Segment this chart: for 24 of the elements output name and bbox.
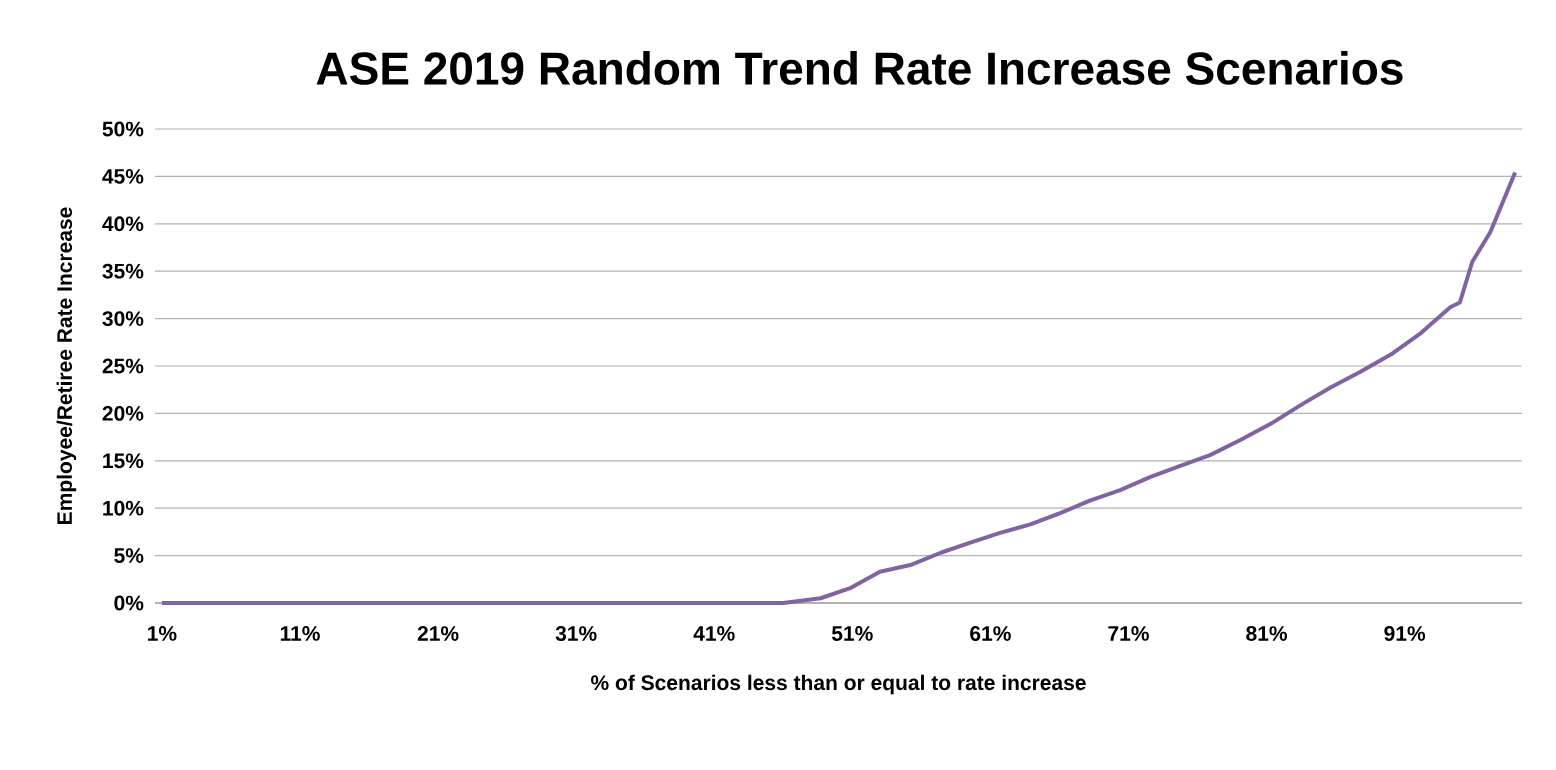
y-tick-label: 0% xyxy=(114,595,144,611)
y-tick-label: 45% xyxy=(102,169,144,184)
chart-title: ASE 2019 Random Trend Rate Increase Scenarios xyxy=(316,51,1403,85)
y-tick-label: 15% xyxy=(103,453,144,469)
x-tick-label: 11% xyxy=(280,626,320,641)
y-tick-label: 5% xyxy=(114,548,144,564)
y-tick-label: 35% xyxy=(102,263,144,279)
x-tick-label: 51% xyxy=(831,626,873,641)
x-tick-label: 71% xyxy=(1108,626,1149,641)
y-tick-label: 10% xyxy=(103,500,144,516)
x-tick-label: 91% xyxy=(1384,626,1426,641)
y-tick-label: 20% xyxy=(102,405,144,421)
x-tick-label: 61% xyxy=(970,626,1011,641)
x-tick-label: 21% xyxy=(417,626,459,641)
y-tick-label: 25% xyxy=(102,358,144,374)
y-tick-label: 40% xyxy=(102,216,144,232)
x-tick-label: 1% xyxy=(148,626,177,641)
x-tick-label: 81% xyxy=(1246,626,1287,641)
x-axis-title: % of Scenarios less than or equal to rate increase xyxy=(591,674,1086,695)
y-tick-label: 50% xyxy=(102,121,144,137)
x-tick-label: 41% xyxy=(693,626,735,641)
x-tick-label: 31% xyxy=(555,626,597,641)
y-axis-title: Employee/Retiree Rate Increase xyxy=(56,207,77,524)
y-tick-label: 30% xyxy=(102,311,144,327)
